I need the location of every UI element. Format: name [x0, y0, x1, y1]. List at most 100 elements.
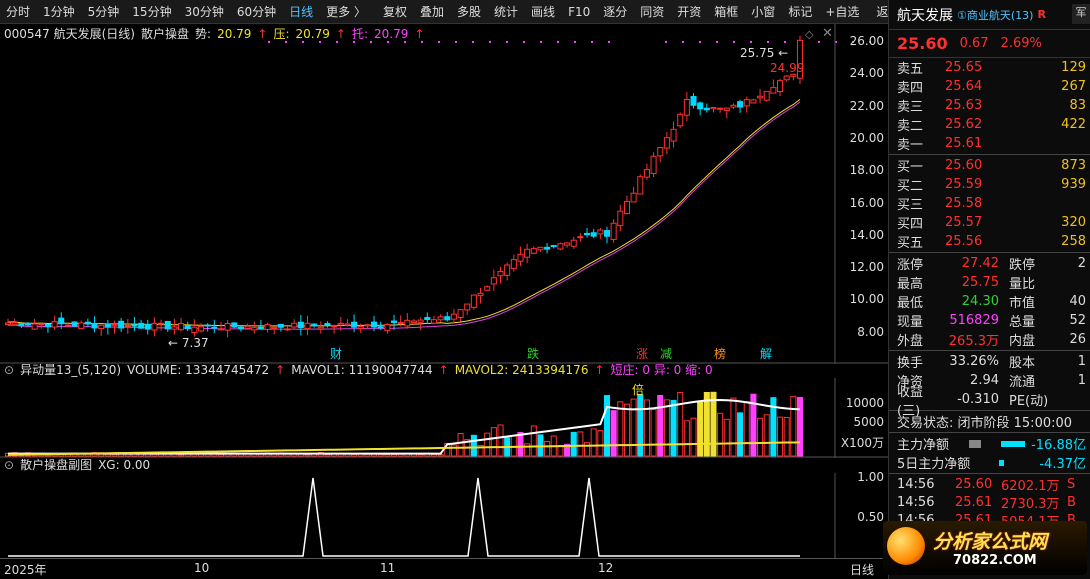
toolbar-item[interactable]: F10 [568, 4, 591, 19]
volume-indicator-name[interactable]: 异动量13_(5,120) [20, 363, 122, 377]
toolbar-item[interactable]: 多股 [457, 4, 482, 19]
candle-body [291, 322, 298, 328]
x-tick-label: 10 [194, 561, 210, 575]
flow5-row: 5日主力净额 -4.37亿 [889, 453, 1090, 472]
toolbar-item[interactable]: 60分钟 [236, 4, 277, 19]
signal-dot [472, 41, 474, 43]
candlestick-chart[interactable]: 25.75 ←24.99 ← 7.37 财 跌 涨减 榜 解 [0, 24, 888, 364]
candle-body [710, 107, 717, 110]
axis-tick-label: 26.00 [849, 34, 884, 48]
candle-body [783, 75, 790, 81]
collapse-icon[interactable]: ⊙ [4, 363, 15, 377]
toolbar-item[interactable]: 同资 [640, 4, 665, 19]
axis-tick-label: 5000 [853, 415, 884, 429]
candle-body [577, 236, 584, 239]
toolbar-item[interactable]: 小窗 [751, 4, 776, 19]
candle-body [570, 239, 577, 247]
volume-bar [477, 444, 484, 457]
candle-body [331, 325, 338, 328]
candle-body [111, 323, 118, 327]
toolbar-item[interactable]: 30分钟 [184, 4, 224, 19]
candle-body [144, 323, 151, 330]
volume-bar [737, 412, 744, 457]
signal-dot [319, 41, 321, 43]
candle-body [457, 309, 464, 319]
mavol1-value: MAVOL1: 11190047744 [291, 363, 433, 377]
candle-body [151, 322, 158, 331]
toolbar-item[interactable]: 更多 〉 [326, 4, 366, 19]
signal-dot [455, 41, 457, 43]
signal-dot [750, 41, 752, 43]
ask-row: 卖三 25.63 83 [897, 98, 1086, 115]
toolbar-item[interactable]: 画线 [531, 4, 556, 19]
candle-body [4, 322, 12, 325]
candle-body [697, 102, 704, 110]
close-icon[interactable]: ✕ [822, 26, 833, 41]
period-label[interactable]: 日线 [850, 563, 875, 577]
candle-body [171, 326, 178, 330]
high-label: 25.75 ← [740, 46, 788, 60]
toolbar-item[interactable]: 分时 [6, 4, 31, 19]
collapse-icon[interactable]: ⊙ [4, 458, 15, 472]
axis-tick-label: 20.00 [849, 130, 884, 145]
candle-body [617, 210, 624, 227]
candle-body [590, 232, 597, 237]
volume-bar [384, 453, 391, 457]
toolbar-item[interactable]: 统计 [494, 4, 519, 19]
signal-dot [682, 41, 684, 43]
candle-body [603, 230, 611, 237]
toolbar-item[interactable]: 开资 [677, 4, 702, 19]
candle-body [277, 323, 284, 328]
ask-row: 卖二 25.62 422 [897, 117, 1086, 134]
volume-bar [583, 442, 591, 457]
volume-bar [777, 416, 784, 457]
candle-body [583, 232, 591, 236]
stock-name: 航天发展 [897, 7, 953, 24]
toolbar-item[interactable]: +自选 [825, 4, 860, 19]
signal-dot [421, 41, 423, 43]
candle-body [164, 320, 171, 330]
candle-body [637, 176, 644, 195]
volume-chart[interactable]: 倍 [0, 378, 888, 458]
sub-indicator-name[interactable]: 散户操盘副图 [20, 458, 93, 472]
volume-bar [377, 453, 384, 457]
toolbar-item[interactable]: 1分钟 [43, 4, 75, 19]
candle-body [84, 321, 91, 325]
toolbar-item[interactable]: 15分钟 [132, 4, 172, 19]
toolbar-item[interactable]: 箱框 [714, 4, 739, 19]
toolbar-item[interactable]: 日线 [289, 4, 314, 19]
indicator-name[interactable]: 散户操盘 [141, 27, 190, 41]
sector-tag[interactable]: ①商业航天(13) [957, 8, 1034, 22]
axis-tick-label: 22.00 [849, 98, 884, 113]
diamond-icon[interactable]: ◇ [805, 28, 814, 41]
toolbar-item[interactable]: 复权 [382, 4, 407, 19]
signal-dot [285, 41, 287, 43]
stat-row: 收益(三) -0.310 PE(动) [897, 384, 1049, 419]
signal-chart[interactable] [0, 473, 888, 558]
signal-dot [523, 41, 525, 43]
candle-body [477, 292, 484, 297]
toolbar-item[interactable]: 叠加 [420, 4, 445, 19]
signal-dot [733, 41, 735, 43]
signal-dot [574, 41, 576, 43]
doc-icon [969, 439, 981, 448]
volume-bar [763, 414, 770, 457]
candle-body [344, 323, 351, 326]
main-chart-header: 000547 航天发展(日线) 散户操盘 势: 20.79 ↑ 压: 20.79 ↑ 托… [4, 27, 425, 41]
candle-body [384, 323, 391, 331]
candle-body [224, 323, 231, 331]
candle-body [743, 99, 750, 107]
side-button[interactable]: 军 [1072, 4, 1090, 24]
signal-dot [370, 41, 372, 43]
volume-bar [723, 418, 730, 457]
toolbar-item[interactable]: 5分钟 [87, 4, 120, 19]
price-change-pct: 2.69% [1000, 36, 1042, 51]
toolbar-item[interactable]: 标记 [788, 4, 813, 19]
volume-bar [603, 395, 611, 457]
candle-body [44, 323, 51, 328]
volume-panel-header: ⊙ 异动量13_(5,120) VOLUME: 13344745472 ↑ MAV… [4, 363, 713, 377]
volume-bar [630, 398, 637, 457]
volume-bar [450, 444, 457, 457]
candle-body [24, 322, 31, 326]
toolbar-item[interactable]: 逐分 [603, 4, 628, 19]
